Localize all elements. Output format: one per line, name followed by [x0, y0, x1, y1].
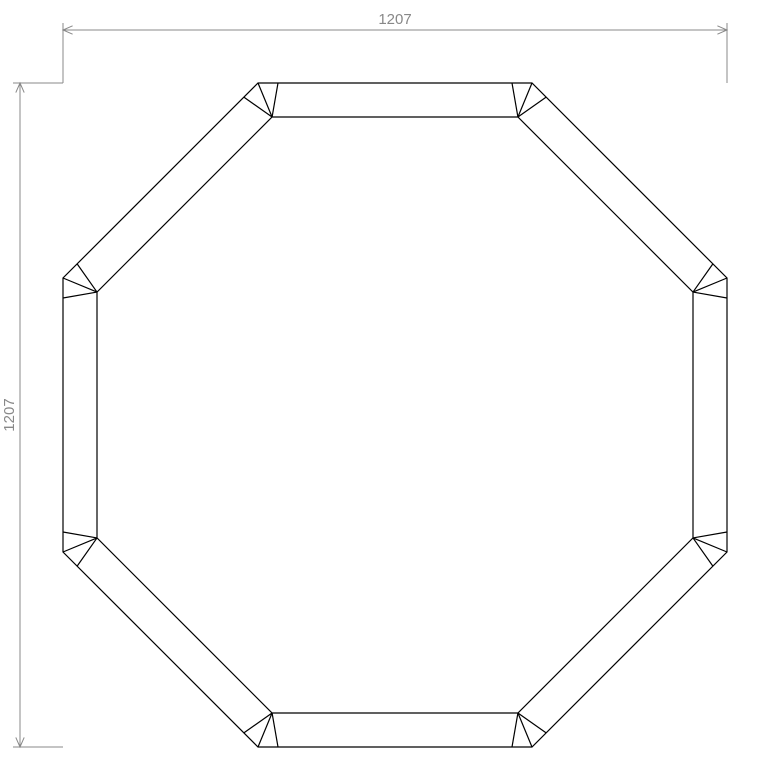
dimension-height: 1207	[1, 83, 63, 747]
dimension-height-label: 1207	[1, 398, 18, 431]
dimension-width: 1207	[63, 11, 727, 83]
octagon-frame	[63, 83, 727, 747]
dimension-width-label: 1207	[378, 11, 411, 28]
